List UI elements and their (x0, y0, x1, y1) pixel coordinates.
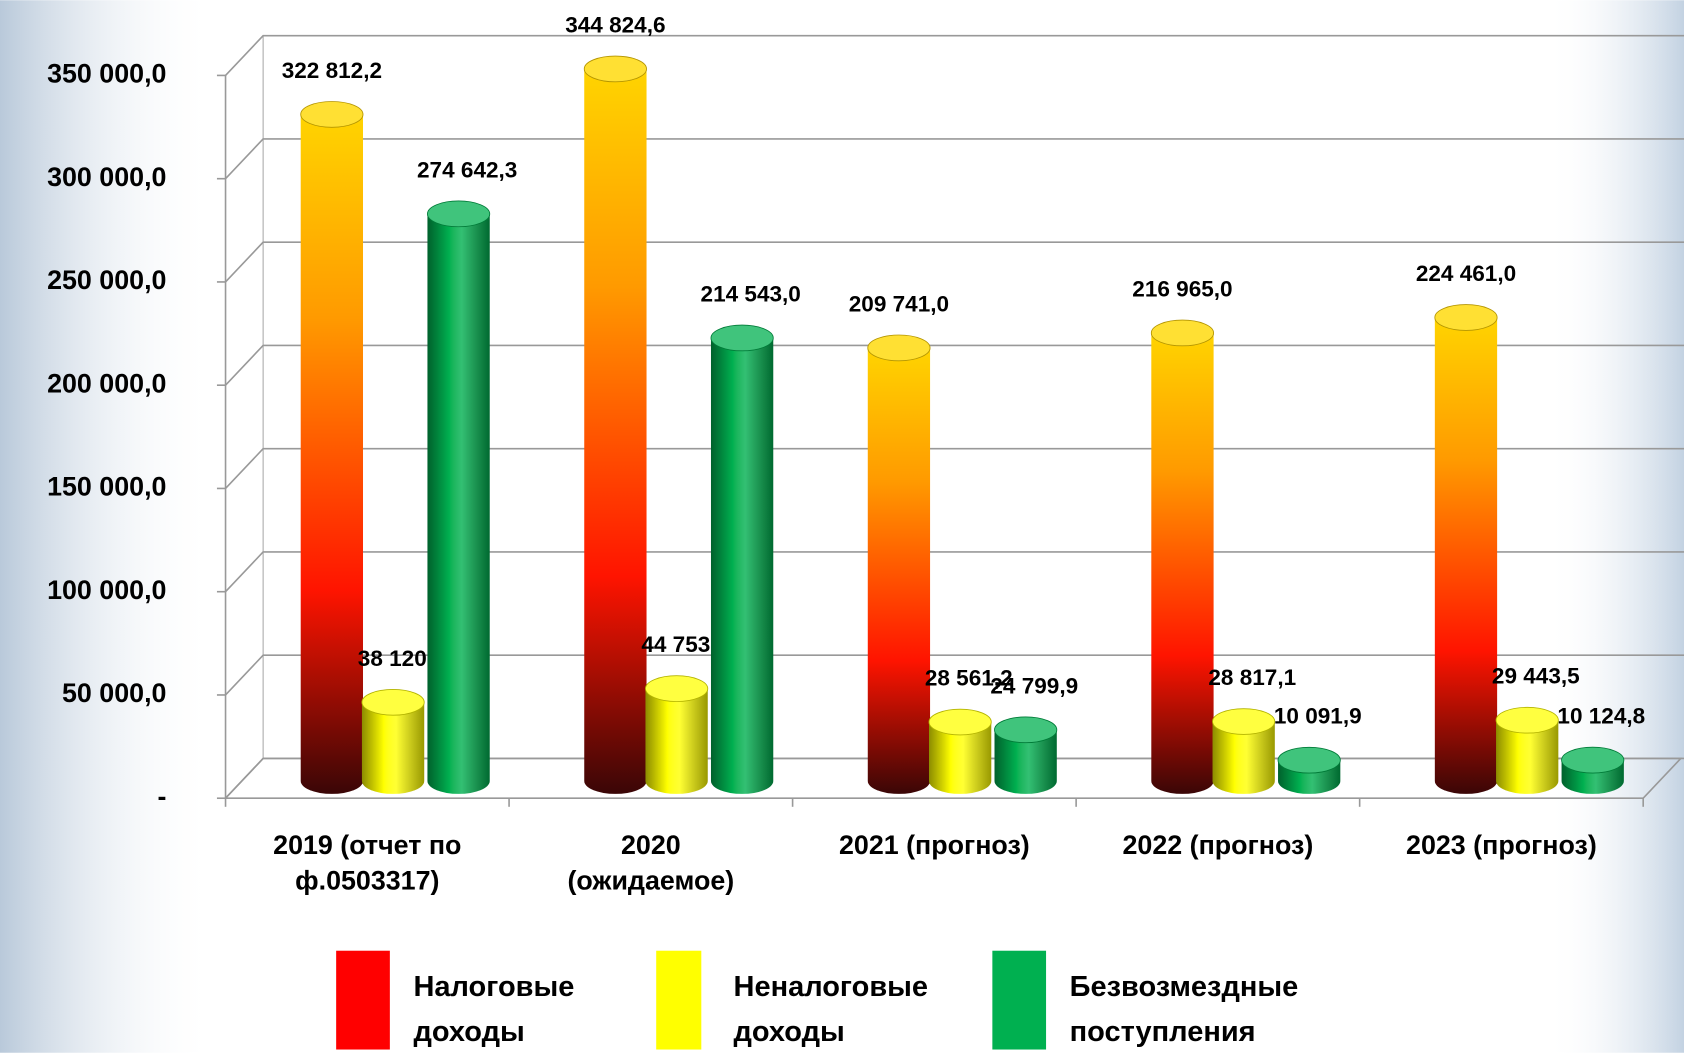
bar (645, 688, 708, 794)
data-label: 10 091,9 (1274, 704, 1362, 729)
data-label: 28 561,2 (925, 666, 1013, 691)
legend-label: Безвозмездные поступления (1070, 971, 1299, 1048)
data-label: 209 741,0 (849, 291, 949, 316)
bar (867, 347, 931, 794)
grid-line (224, 34, 1684, 76)
data-label: 29 443,5 (1492, 664, 1580, 689)
y-tick-label: 50 000,0 (62, 678, 166, 708)
bar (1434, 317, 1498, 794)
data-label: 224 461,0 (1416, 261, 1516, 286)
bar-cap (867, 334, 931, 362)
x-tick-label: 2022 (прогноз) (1123, 830, 1314, 860)
x-tick-label: 2021 (прогноз) (839, 830, 1030, 860)
bar-cap (994, 716, 1058, 744)
bar (710, 337, 774, 794)
bar (427, 213, 490, 794)
bar (300, 114, 364, 794)
data-label: 274 642,3 (417, 157, 517, 182)
y-tick-label: - (158, 781, 167, 811)
bar-cap (1150, 319, 1215, 347)
data-label: 24 799,9 (990, 673, 1078, 698)
bar-cap (300, 101, 364, 128)
x-tick-label: 2020 (ожидаемое) (567, 830, 734, 895)
y-tick-label: 300 000,0 (47, 162, 166, 192)
data-label: 322 812,2 (282, 58, 382, 83)
y-tick-label: 200 000,0 (47, 368, 166, 398)
bar-cap (583, 55, 647, 83)
bar-cap (1212, 708, 1276, 735)
data-label: 214 543,0 (701, 281, 801, 306)
bar-cap (1277, 746, 1341, 774)
legend-swatch (992, 950, 1047, 1050)
data-label: 216 965,0 (1132, 276, 1232, 301)
data-label: 344 824,6 (565, 12, 665, 37)
bar-cap (645, 675, 709, 702)
bar-cap (1561, 746, 1625, 774)
bar-cap (928, 708, 992, 736)
x-tick-label: 2019 (отчет по ф.0503317) (273, 830, 461, 895)
data-label: 10 124,8 (1557, 704, 1645, 729)
data-label: 28 817,1 (1208, 665, 1296, 690)
legend-swatch (656, 950, 702, 1050)
bar (584, 68, 647, 794)
grid-line (224, 241, 1684, 283)
bar-cap (1434, 304, 1498, 331)
y-tick-label: 150 000,0 (47, 472, 166, 502)
bar (994, 729, 1057, 794)
bar (928, 722, 992, 794)
bar-cap (427, 200, 491, 228)
x-tick-label: 2023 (прогноз) (1406, 830, 1597, 860)
y-tick-label: 250 000,0 (47, 265, 166, 295)
grid-line (224, 138, 1684, 180)
background (1546, 0, 1684, 1053)
y-tick-label: 100 000,0 (47, 575, 166, 605)
bar (1496, 720, 1559, 794)
bar (1212, 721, 1275, 794)
legend-label: Неналоговые доходы (734, 971, 928, 1048)
background (0, 0, 215, 1053)
bar-cap (1495, 706, 1559, 734)
y-tick-label: 350 000,0 (47, 59, 166, 89)
bar (361, 702, 425, 794)
legend-label: Налоговые доходы (413, 971, 574, 1048)
legend-swatch (336, 950, 390, 1050)
bar-cap (361, 688, 425, 716)
bar-cap (710, 324, 774, 352)
bar (1151, 332, 1214, 794)
